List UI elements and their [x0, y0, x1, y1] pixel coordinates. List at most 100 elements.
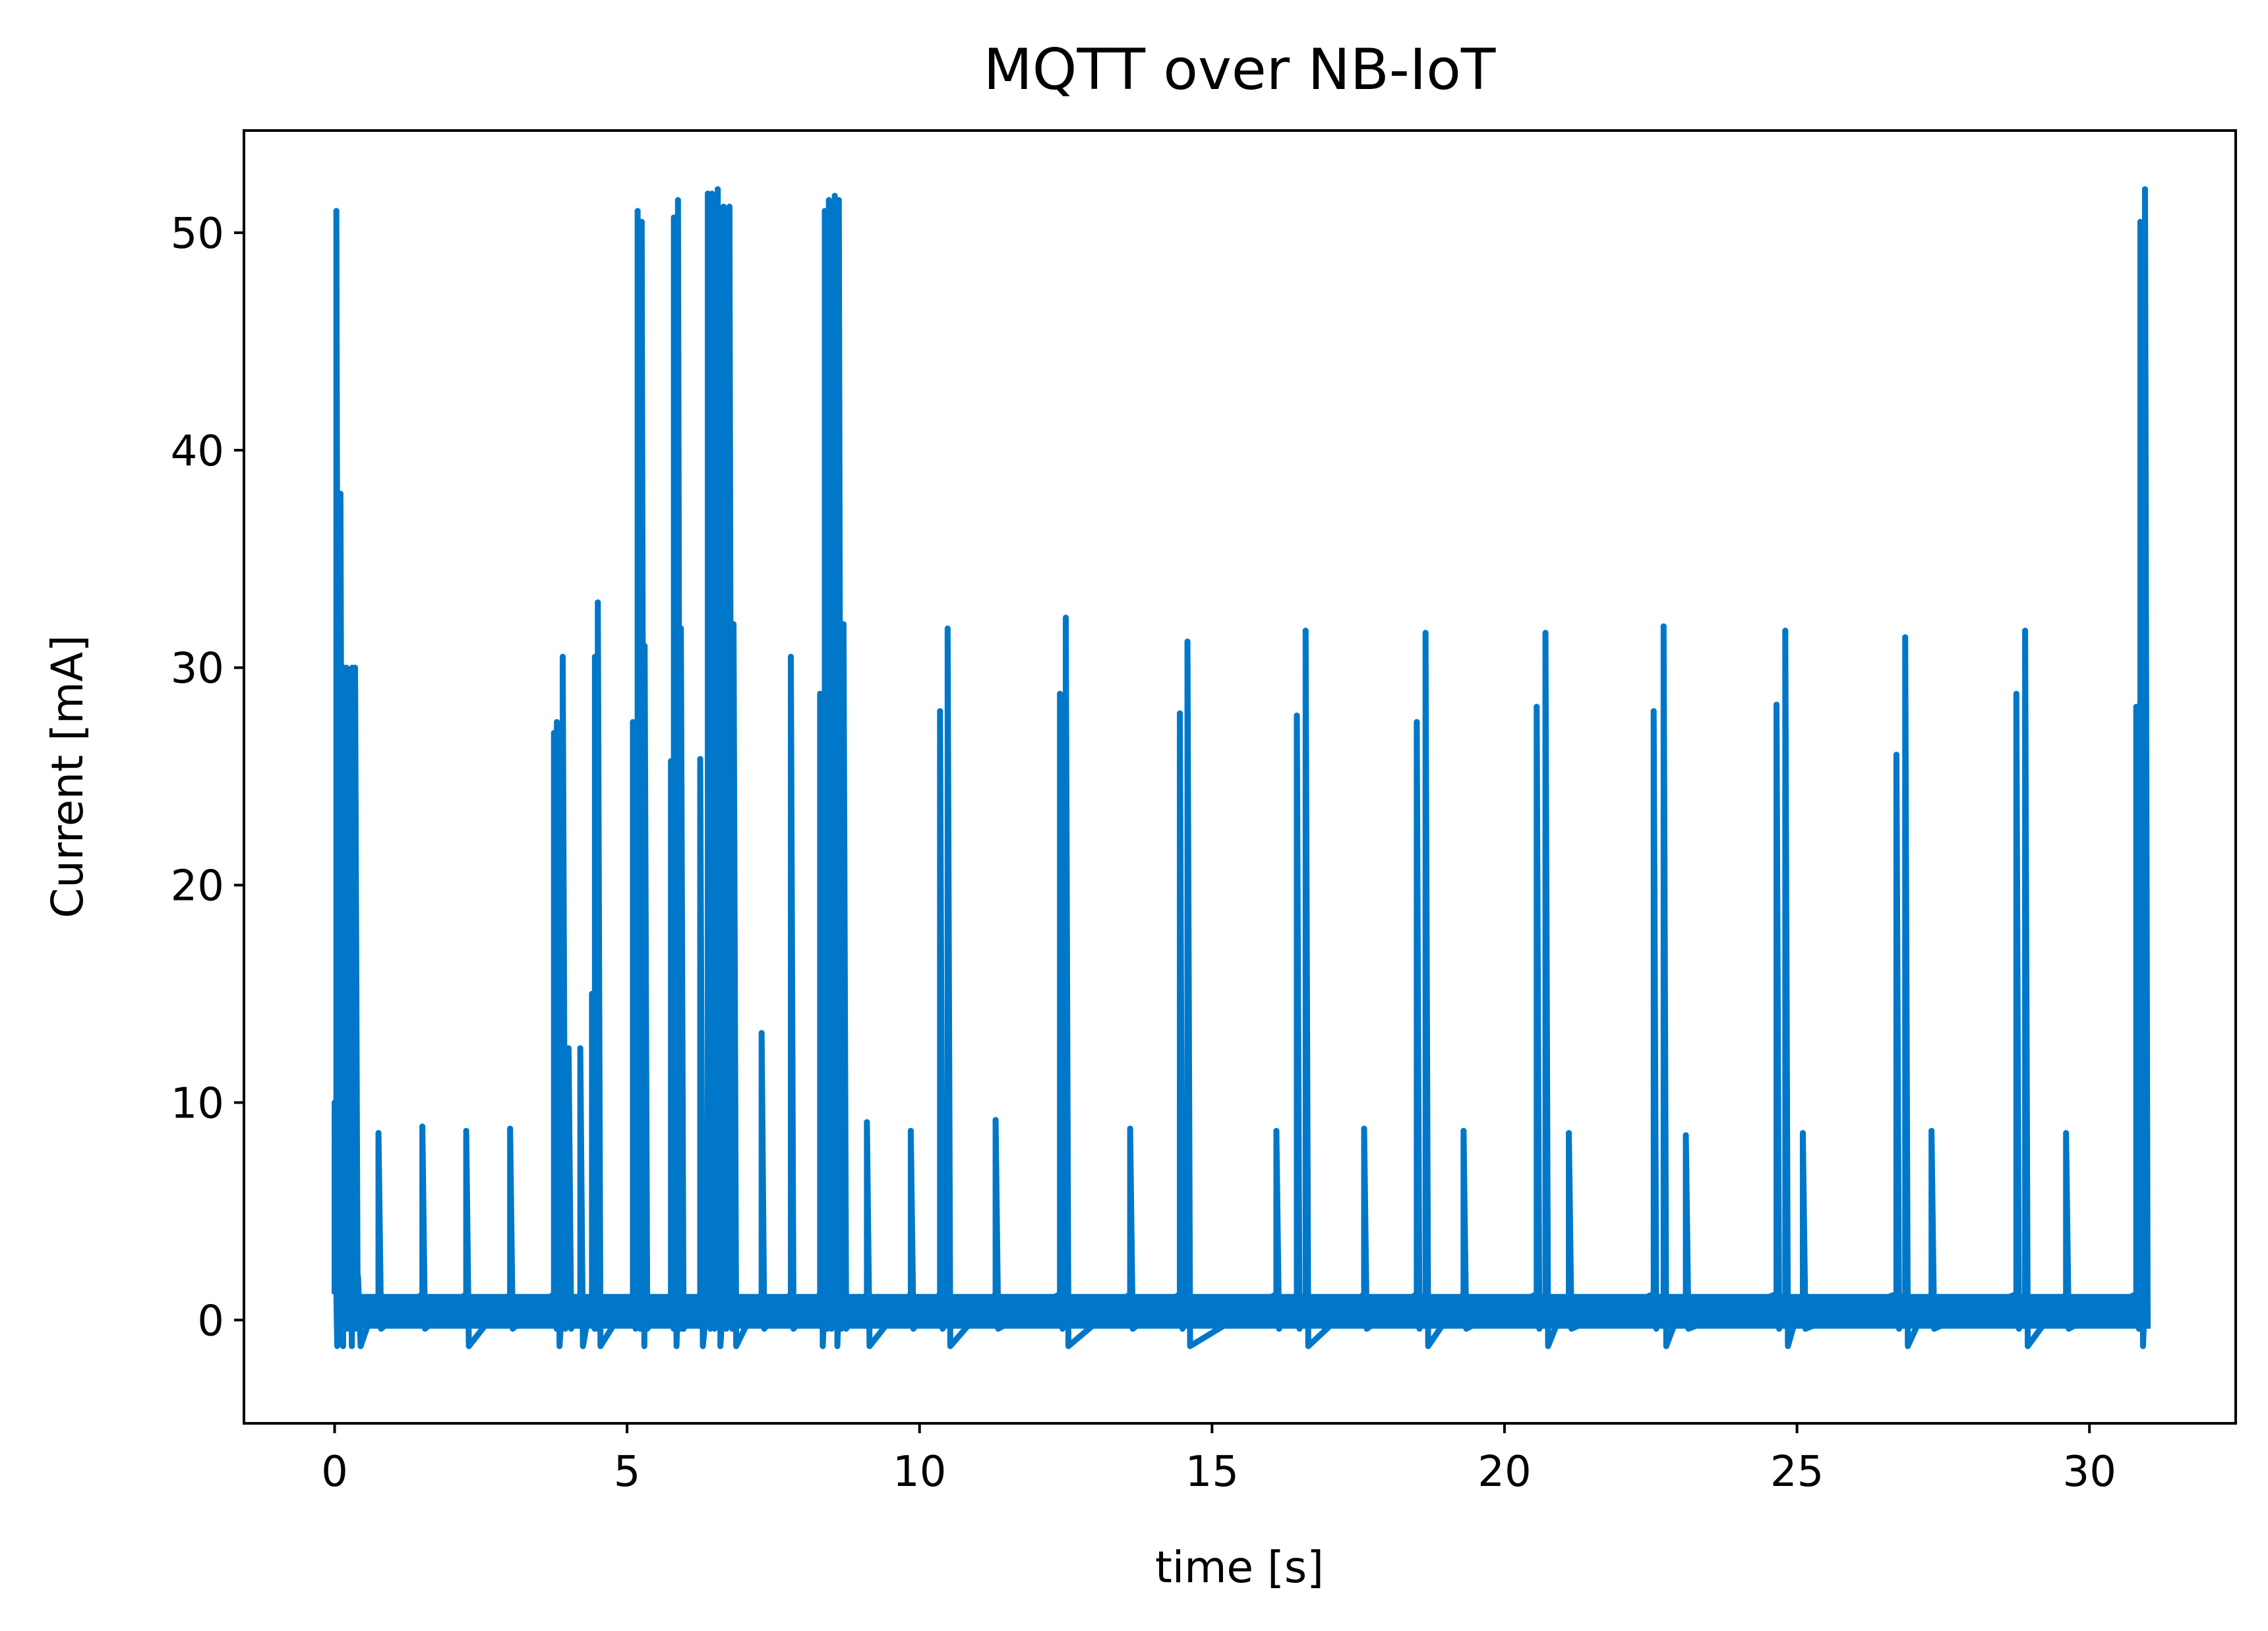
data-point [1542, 630, 1549, 636]
data-point [758, 1030, 765, 1036]
data-point [2141, 186, 2148, 193]
chart-title: MQTT over NB-IoT [984, 37, 1496, 103]
data-point [715, 186, 721, 193]
data-point [507, 1125, 514, 1132]
data-point [1799, 1130, 1806, 1137]
series-line [332, 186, 2151, 1349]
data-point [630, 719, 636, 725]
data-point [1774, 701, 1780, 708]
y-axis: 0 10 20 30 40 50 [171, 210, 244, 1346]
data-point [2013, 690, 2019, 697]
data-point [337, 490, 343, 497]
data-point [352, 665, 359, 671]
data-point [346, 1142, 353, 1149]
data-point [589, 991, 595, 997]
y-tick-label: 50 [171, 210, 224, 258]
axes-frame [243, 129, 2237, 1425]
data-point [1361, 1125, 1367, 1132]
data-point [343, 665, 349, 671]
data-point [1063, 614, 1069, 621]
x-tick-label: 0 [321, 1448, 348, 1497]
data-point [1902, 634, 1909, 641]
data-point [333, 208, 340, 214]
data-point [1650, 708, 1657, 715]
data-point [335, 882, 342, 889]
data-point [671, 214, 677, 221]
data-point [554, 719, 560, 725]
data-point [463, 1127, 469, 1134]
data-point [825, 197, 832, 204]
data-point [907, 1127, 914, 1134]
x-axis-label: time [s] [1155, 1542, 1324, 1593]
x-tick-label: 5 [614, 1448, 641, 1497]
data-point [419, 1123, 426, 1130]
data-point [355, 1273, 361, 1280]
data-point [1057, 690, 1063, 697]
data-point [1660, 623, 1667, 630]
data-point [591, 653, 598, 660]
data-point [1273, 1127, 1280, 1134]
data-point [831, 193, 838, 199]
data-point [678, 625, 684, 632]
data-point [731, 621, 737, 628]
y-tick-label: 30 [171, 645, 224, 694]
data-point [864, 1119, 870, 1125]
data-point [788, 653, 794, 660]
data-point [817, 690, 823, 697]
data-point [668, 758, 674, 765]
data-point [2137, 219, 2143, 225]
data-point [705, 191, 711, 197]
data-point [697, 756, 703, 762]
plot-area [332, 186, 2151, 1349]
data-point [375, 1130, 382, 1137]
x-tick-label: 10 [893, 1448, 946, 1497]
x-tick-label: 15 [1185, 1448, 1239, 1497]
data-point [674, 197, 681, 204]
data-point [577, 1045, 583, 1052]
data-point [1414, 719, 1420, 725]
data-point [642, 643, 648, 649]
y-tick-label: 40 [171, 427, 224, 476]
data-point [835, 197, 842, 204]
y-tick-label: 20 [171, 862, 224, 911]
x-axis: 0 5 10 15 20 25 30 [321, 1423, 2116, 1497]
data-point [1302, 628, 1309, 634]
data-point [1460, 1127, 1467, 1134]
data-point [721, 203, 727, 210]
data-point [992, 1117, 999, 1123]
x-tick-label: 20 [1477, 1448, 1531, 1497]
data-point [709, 191, 715, 197]
data-point [726, 203, 732, 210]
data-point [1683, 1132, 1689, 1139]
data-point [1893, 752, 1899, 758]
data-point [1534, 703, 1540, 710]
data-point [2063, 1130, 2070, 1137]
data-point [840, 621, 847, 628]
data-point [1184, 638, 1191, 645]
x-tick-label: 25 [1770, 1448, 1824, 1497]
data-point [634, 208, 641, 214]
data-point [1928, 1127, 1935, 1134]
data-point [551, 730, 557, 736]
y-axis-label: Current [mA] [42, 635, 93, 918]
data-point [332, 1099, 338, 1106]
data-point [1422, 630, 1429, 636]
data-point [1566, 1130, 1572, 1137]
data-point [1127, 1125, 1133, 1132]
data-point [595, 599, 601, 606]
data-point [2022, 628, 2029, 634]
data-point [821, 208, 828, 214]
data-point [565, 1045, 572, 1052]
x-tick-label: 30 [2062, 1448, 2116, 1497]
data-point [1782, 628, 1789, 634]
y-tick-label: 10 [171, 1079, 224, 1128]
data-point [944, 625, 951, 632]
data-point [1294, 712, 1300, 719]
y-tick-label: 0 [197, 1297, 224, 1346]
data-point [2133, 703, 2139, 710]
data-point [560, 653, 566, 660]
data-point [1177, 710, 1183, 717]
data-point [638, 219, 645, 225]
data-point [937, 708, 943, 715]
